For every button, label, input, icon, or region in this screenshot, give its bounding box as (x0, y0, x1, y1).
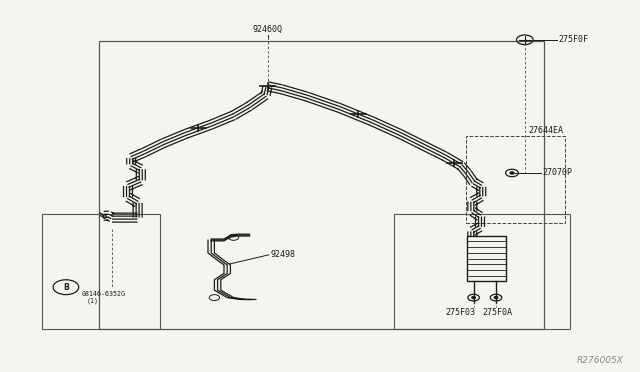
Circle shape (510, 172, 514, 174)
Text: 08146-6352G: 08146-6352G (82, 291, 126, 297)
Text: (1): (1) (86, 298, 99, 304)
Text: 27070P: 27070P (543, 169, 573, 177)
Text: R276005X: R276005X (577, 356, 624, 365)
Text: 27644EA: 27644EA (528, 126, 563, 135)
Text: 275F0A: 275F0A (483, 308, 513, 317)
Bar (394, 214, 570, 329)
Text: 92460Q: 92460Q (253, 25, 282, 33)
Circle shape (472, 296, 476, 299)
Text: 275F0F: 275F0F (559, 35, 589, 44)
Text: 92498: 92498 (271, 250, 296, 259)
Text: B: B (63, 283, 68, 292)
Circle shape (494, 296, 498, 299)
Bar (467, 236, 506, 281)
Bar (466, 136, 565, 223)
Bar (99, 41, 544, 329)
Bar (42, 214, 160, 329)
Text: 275F03: 275F03 (446, 308, 476, 317)
